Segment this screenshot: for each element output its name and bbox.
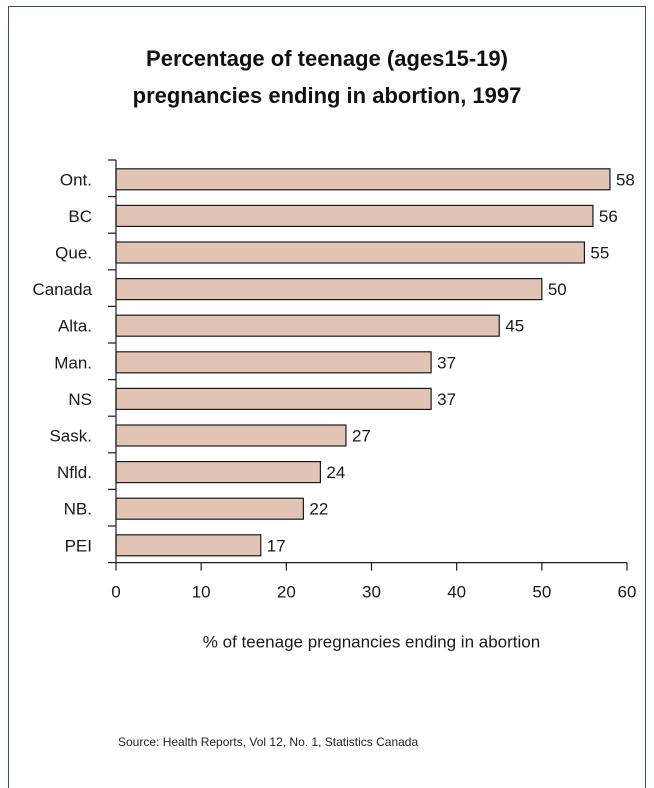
data-label: 27 — [352, 427, 371, 446]
data-label: 45 — [505, 317, 524, 336]
data-label: 22 — [309, 500, 328, 519]
bar — [115, 534, 262, 557]
category-label: Canada — [32, 280, 92, 299]
data-label: 56 — [599, 207, 618, 226]
bar — [115, 278, 543, 301]
category-label: Ont. — [60, 170, 92, 189]
data-label: 24 — [326, 463, 345, 482]
category-label: Que. — [55, 244, 92, 263]
category-label: Man. — [54, 353, 92, 372]
data-label: 37 — [437, 353, 456, 372]
x-tick-label: 10 — [192, 583, 211, 602]
chart-title-line-1: Percentage of teenage (ages15-19) — [146, 46, 508, 71]
category-label: PEI — [65, 536, 92, 555]
category-label: BC — [68, 207, 92, 226]
category-label: NB. — [64, 500, 92, 519]
x-tick-label: 50 — [532, 583, 551, 602]
bar — [115, 241, 586, 264]
category-label: NS — [68, 390, 92, 409]
data-label: 50 — [548, 280, 567, 299]
axes-layer: Ont. 58 BC 56 Que. 55 Canada 50 Alta. 45 Man. 37 NS 3… — [32, 159, 637, 652]
x-tick-label: 20 — [277, 583, 296, 602]
data-label: 58 — [616, 170, 635, 189]
bar — [115, 387, 432, 410]
data-label: 37 — [437, 390, 456, 409]
bar — [115, 168, 611, 191]
bar — [115, 424, 347, 447]
bars-layer — [115, 168, 611, 557]
chart-frame — [8, 6, 646, 788]
category-label: Alta. — [58, 317, 92, 336]
x-tick-label: 30 — [362, 583, 381, 602]
bar — [115, 314, 500, 337]
category-label: Nfld. — [57, 463, 92, 482]
x-tick-label: 60 — [618, 583, 637, 602]
bar — [115, 497, 304, 520]
data-label: 17 — [267, 536, 286, 555]
bar — [115, 351, 432, 374]
data-label: 55 — [590, 244, 609, 263]
x-tick-label: 0 — [111, 583, 120, 602]
category-label: Sask. — [49, 427, 92, 446]
x-tick-label: 40 — [447, 583, 466, 602]
bar — [115, 204, 594, 227]
x-axis-title: % of teenage pregnancies ending in abort… — [203, 633, 540, 652]
bar-chart: Ont. 58 BC 56 Que. 55 Canada 50 Alta. 45 Man. 37 NS 3… — [32, 159, 637, 652]
bar — [115, 461, 321, 484]
source-note: Source: Health Reports, Vol 12, No. 1, S… — [118, 735, 419, 749]
chart-title-line-2: pregnancies ending in abortion, 1997 — [132, 83, 522, 108]
